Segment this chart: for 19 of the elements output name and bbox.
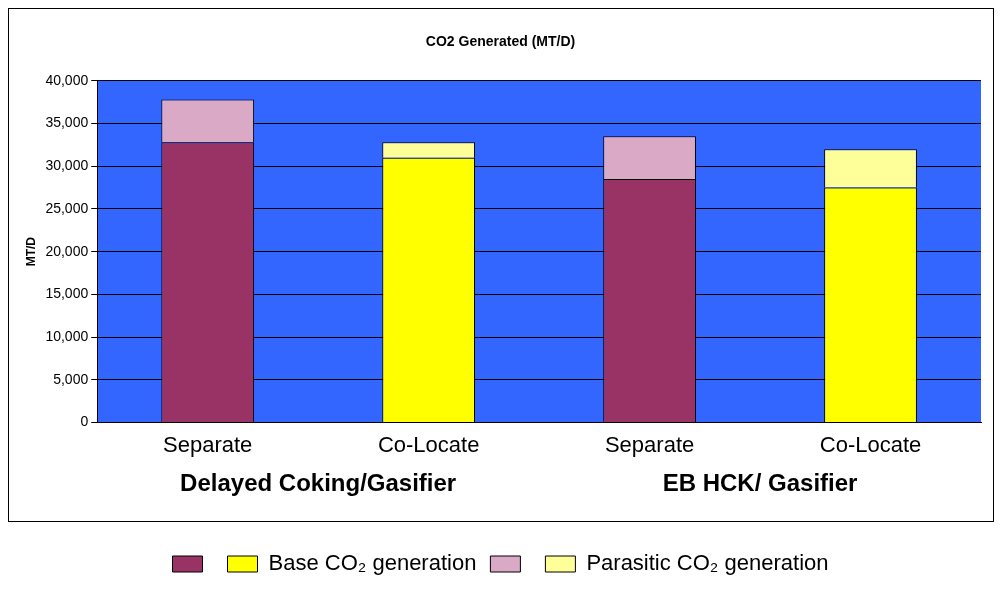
x-tick-label: Separate — [604, 431, 695, 457]
text: EB HCK/ Gasifier — [662, 469, 858, 497]
x-tick-label: Co-Locate — [819, 431, 922, 457]
y-tick-label: 20,000 — [45, 242, 89, 259]
x-tick-label: Co-Locate — [377, 431, 480, 457]
text: Delayed Coking/Gasifier — [180, 469, 457, 497]
x-tick-label: Separate — [163, 431, 253, 457]
y-tick-label: 30,000 — [45, 157, 89, 174]
legend-label: Parasitic CO₂ generation — [586, 550, 829, 576]
legend-label: Base CO₂ generation — [268, 550, 477, 576]
y-tick-label: 35,000 — [45, 114, 89, 131]
chart-title: CO2 Generated (MT/D) — [425, 33, 576, 50]
y-axis-title: MT/D — [23, 236, 38, 267]
y-tick-label: 15,000 — [45, 285, 89, 302]
y-tick-label: 10,000 — [45, 328, 89, 345]
y-tick-label: 25,000 — [45, 199, 89, 216]
y-tick-label: 40,000 — [45, 71, 89, 88]
y-tick-label: 5,000 — [53, 370, 89, 387]
y-tick-label: 0 — [80, 413, 89, 430]
